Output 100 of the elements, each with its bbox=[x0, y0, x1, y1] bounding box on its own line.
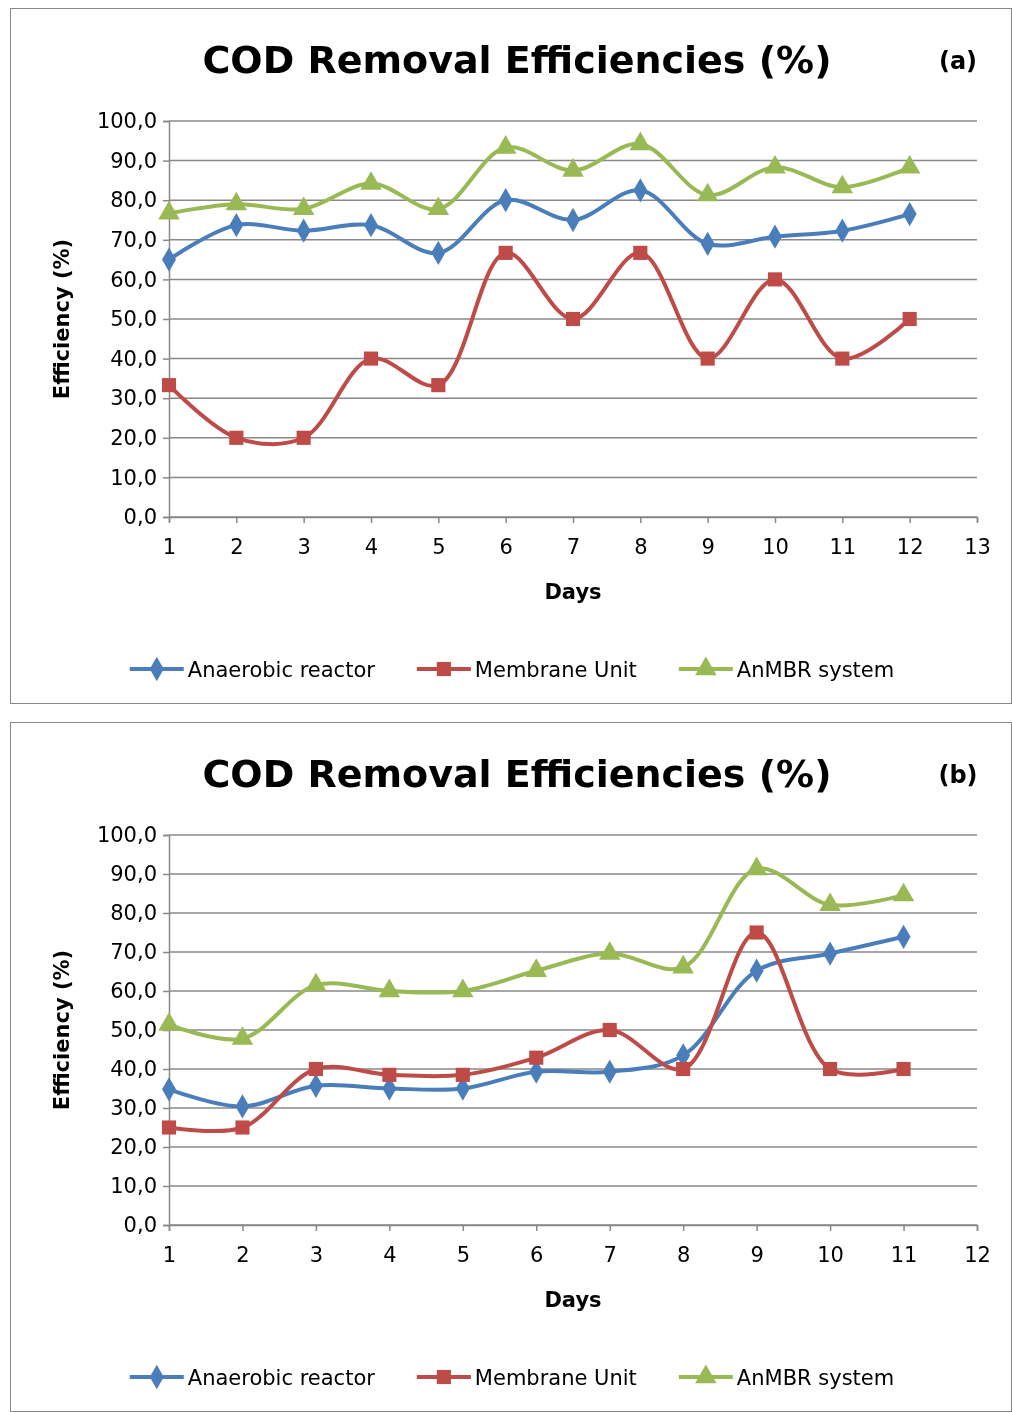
text: (a) bbox=[938, 47, 978, 75]
x-tick-label: 7 bbox=[566, 534, 581, 559]
x-tick-label: 13 bbox=[964, 534, 991, 559]
legend-label: AnMBR system bbox=[736, 658, 895, 682]
point bbox=[427, 196, 450, 216]
x-tick-label: 5 bbox=[432, 534, 446, 559]
y-tick-label: 80,0 bbox=[110, 188, 157, 213]
y-tick-label: 0,0 bbox=[123, 505, 157, 530]
legend-label: Anaerobic reactor bbox=[187, 658, 376, 682]
y-tick-label: 90,0 bbox=[110, 148, 157, 173]
point bbox=[378, 978, 401, 998]
legend-label: AnMBR system bbox=[736, 1366, 895, 1390]
text: (b) bbox=[938, 761, 978, 789]
y-tick-label: 70,0 bbox=[110, 940, 157, 965]
x-axis-title: Days bbox=[544, 580, 602, 604]
x-tick-label: 8 bbox=[676, 1242, 691, 1267]
x-tick-label: 4 bbox=[364, 534, 379, 559]
chart-title: COD Removal Efficiencies (%) bbox=[202, 38, 832, 82]
point bbox=[229, 430, 244, 445]
point bbox=[835, 351, 850, 366]
point bbox=[892, 882, 915, 902]
point bbox=[360, 171, 382, 190]
point bbox=[745, 856, 768, 876]
y-tick-label: 60,0 bbox=[110, 267, 157, 292]
point bbox=[565, 311, 581, 327]
y-tick-label: 90,0 bbox=[110, 862, 157, 887]
point bbox=[431, 378, 446, 393]
y-tick-label: 60,0 bbox=[110, 979, 157, 1004]
x-tick-label: 2 bbox=[236, 1242, 250, 1267]
x-tick-label: 3 bbox=[297, 534, 311, 559]
point bbox=[819, 892, 841, 912]
point bbox=[896, 1061, 911, 1077]
point bbox=[452, 978, 474, 998]
x-tick-label: 1 bbox=[162, 1242, 177, 1267]
point bbox=[296, 430, 311, 445]
y-tick-label: 10,0 bbox=[110, 465, 157, 490]
point bbox=[823, 1061, 838, 1077]
x-tick-label: 11 bbox=[829, 534, 857, 559]
x-tick-label: 8 bbox=[634, 534, 648, 559]
point bbox=[676, 1061, 691, 1077]
point bbox=[898, 154, 921, 174]
x-tick-label: 12 bbox=[964, 1242, 991, 1267]
point bbox=[633, 245, 648, 260]
point bbox=[235, 1120, 250, 1135]
point bbox=[308, 1061, 323, 1077]
chart-title: COD Removal Efficiencies (%) bbox=[202, 752, 832, 796]
x-tick-label: 5 bbox=[456, 1242, 471, 1267]
y-tick-label: 100,0 bbox=[96, 109, 157, 134]
y-tick-label: 70,0 bbox=[110, 228, 157, 253]
x-tick-label: 6 bbox=[530, 1242, 544, 1267]
y-tick-label: 50,0 bbox=[110, 1018, 157, 1043]
point bbox=[225, 191, 248, 211]
point bbox=[305, 972, 327, 992]
point bbox=[161, 378, 177, 393]
point bbox=[562, 158, 584, 177]
x-tick-label: 4 bbox=[383, 1242, 397, 1267]
y-tick-label: 20,0 bbox=[110, 426, 157, 451]
x-tick-label: 6 bbox=[499, 534, 513, 559]
point bbox=[158, 200, 180, 220]
y-tick-label: 100,0 bbox=[96, 823, 157, 848]
point bbox=[831, 174, 854, 194]
point bbox=[498, 245, 513, 260]
y-axis-title: Efficiency (%) bbox=[50, 949, 74, 1111]
point bbox=[902, 311, 917, 327]
point bbox=[525, 958, 548, 977]
x-axis-title: Days bbox=[544, 1288, 602, 1312]
y-tick-label: 40,0 bbox=[110, 1057, 157, 1082]
x-tick-label: 3 bbox=[309, 1242, 324, 1267]
point bbox=[529, 1050, 544, 1065]
point bbox=[292, 196, 315, 216]
point bbox=[161, 1120, 177, 1135]
legend-label: Anaerobic reactor bbox=[187, 1366, 376, 1390]
x-tick-label: 10 bbox=[762, 534, 789, 559]
y-tick-label: 10,0 bbox=[110, 1174, 157, 1199]
point bbox=[382, 1067, 397, 1082]
legend-label: Membrane Unit bbox=[474, 658, 637, 682]
y-axis-title: Efficiency (%) bbox=[50, 238, 74, 400]
point bbox=[700, 351, 715, 366]
x-tick-label: 10 bbox=[817, 1242, 844, 1267]
point bbox=[598, 941, 621, 960]
x-tick-label: 9 bbox=[701, 534, 715, 559]
point bbox=[629, 131, 652, 151]
point bbox=[767, 272, 783, 287]
x-tick-label: 9 bbox=[750, 1242, 764, 1267]
point bbox=[696, 182, 719, 202]
y-tick-label: 0,0 bbox=[123, 1213, 157, 1238]
point bbox=[672, 954, 694, 974]
y-tick-label: 40,0 bbox=[110, 346, 157, 371]
legend-label: Membrane Unit bbox=[474, 1366, 637, 1390]
x-tick-label: 11 bbox=[890, 1242, 918, 1267]
point bbox=[602, 1022, 617, 1038]
point bbox=[764, 154, 786, 174]
x-tick-label: 1 bbox=[162, 534, 177, 559]
x-tick-label: 2 bbox=[230, 534, 244, 559]
y-tick-label: 80,0 bbox=[110, 901, 157, 926]
point bbox=[494, 135, 517, 154]
x-tick-label: 12 bbox=[896, 534, 924, 559]
y-tick-label: 20,0 bbox=[110, 1135, 157, 1160]
point bbox=[455, 1067, 470, 1082]
y-tick-label: 50,0 bbox=[110, 307, 157, 332]
